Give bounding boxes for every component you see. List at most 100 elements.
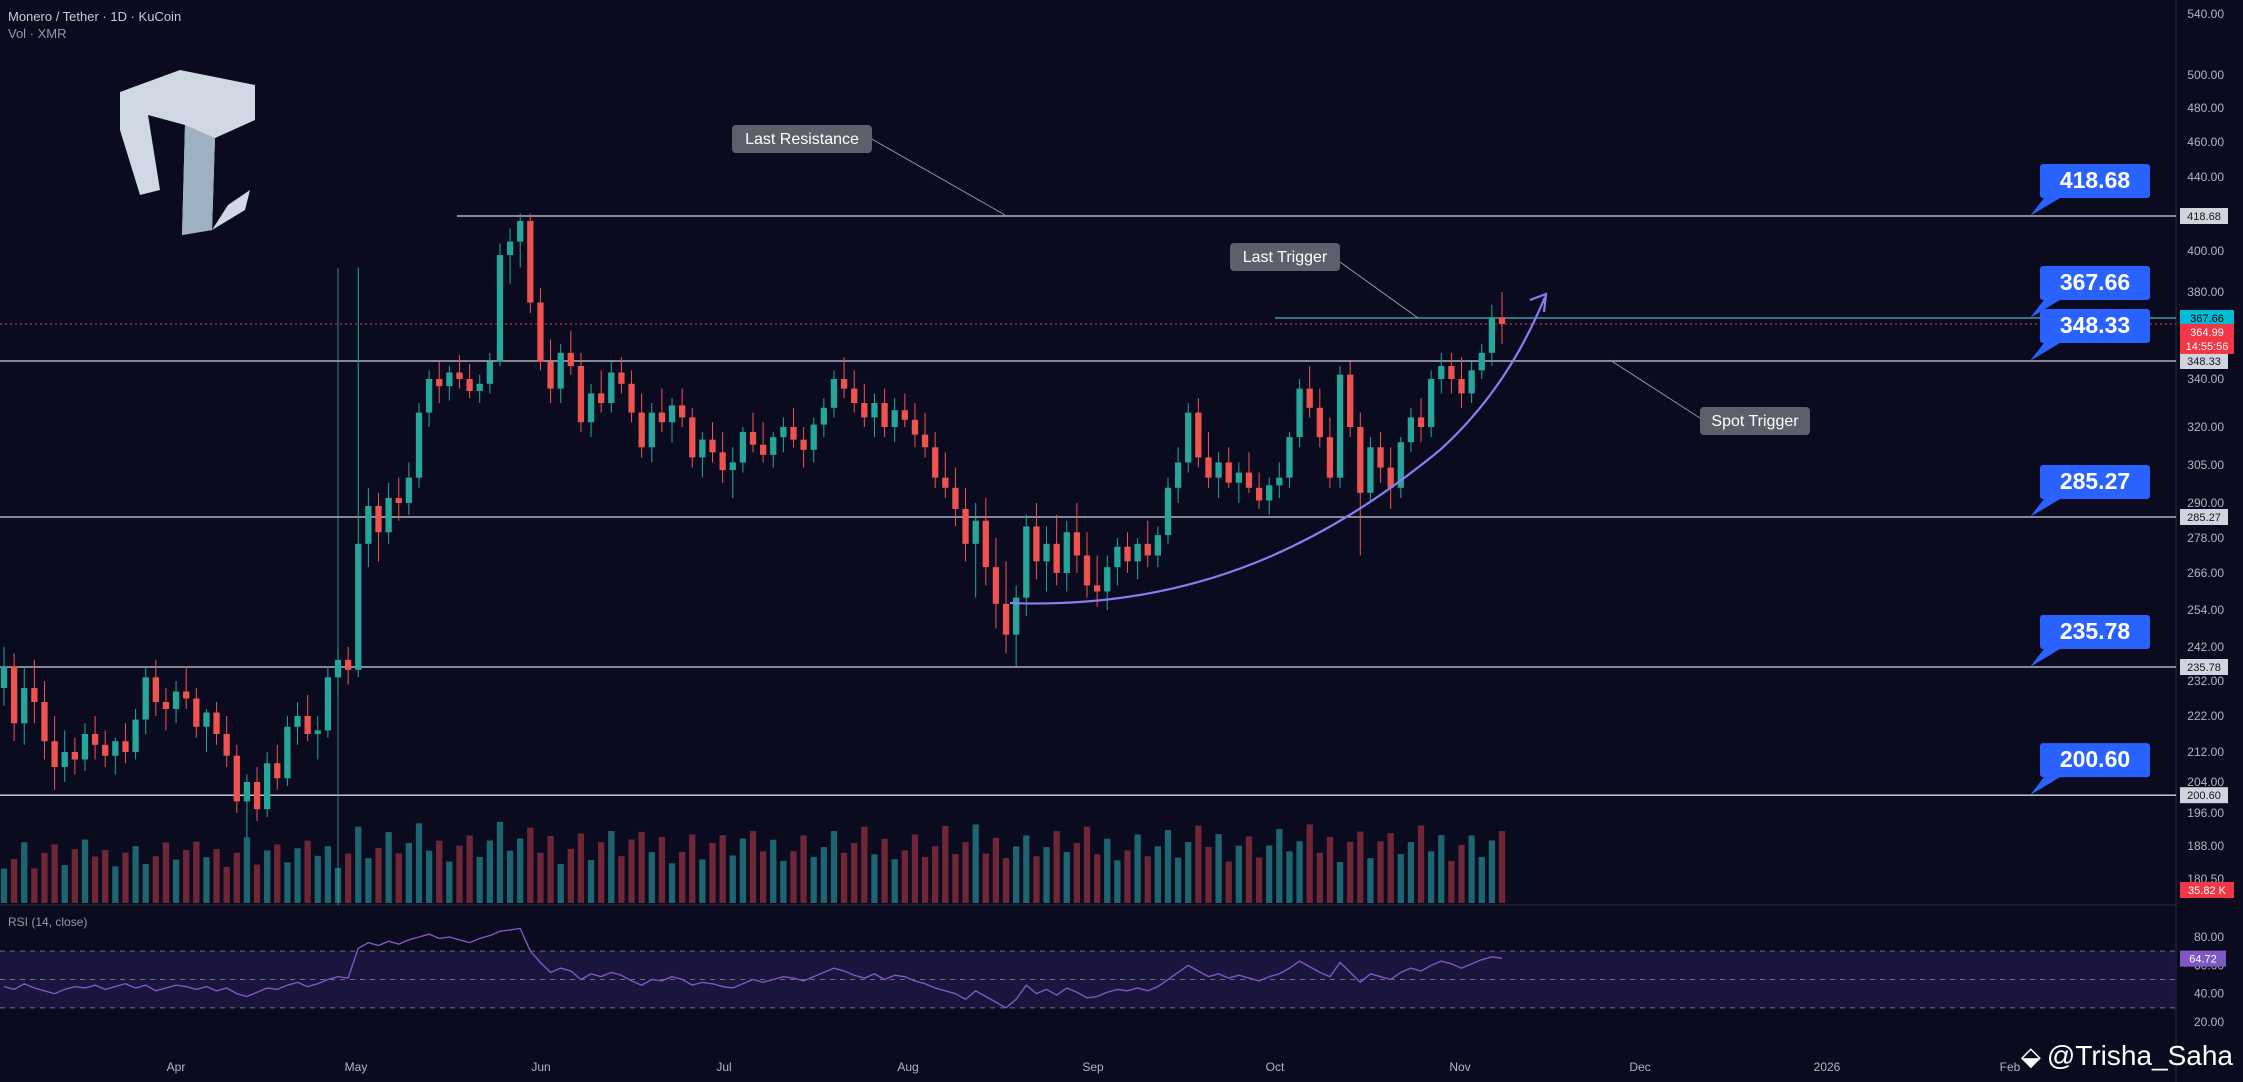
candle-body[interactable] <box>1033 526 1040 562</box>
candle-body[interactable] <box>264 763 271 810</box>
annotation-last-resistance[interactable]: Last Resistance <box>732 125 872 153</box>
candle-body[interactable] <box>436 379 443 387</box>
candle-body[interactable] <box>233 755 240 802</box>
candle-body[interactable] <box>1174 462 1182 488</box>
candle-body[interactable] <box>81 734 89 760</box>
candle-body[interactable] <box>800 439 807 450</box>
candle-body[interactable] <box>365 505 372 544</box>
horizontal-levels[interactable] <box>0 215 2176 905</box>
candle-body[interactable] <box>1073 532 1081 556</box>
candle-body[interactable] <box>1255 487 1263 501</box>
candle-body[interactable] <box>1488 317 1496 353</box>
candle-body[interactable] <box>729 462 736 471</box>
candle-body[interactable] <box>1438 366 1445 379</box>
candle-body[interactable] <box>952 487 959 509</box>
candle-body[interactable] <box>1326 437 1334 478</box>
candle-body[interactable] <box>1104 567 1111 592</box>
candle-body[interactable] <box>10 666 18 724</box>
candle-body[interactable] <box>344 659 352 670</box>
candle-body[interactable] <box>1266 485 1273 501</box>
candle-body[interactable] <box>1468 370 1475 394</box>
candle-body[interactable] <box>112 741 119 756</box>
candle-body[interactable] <box>132 719 139 752</box>
candle-body[interactable] <box>628 383 635 413</box>
candle-body[interactable] <box>861 403 868 418</box>
candle-body[interactable] <box>324 677 332 731</box>
candle-body[interactable] <box>425 379 433 413</box>
candle-body[interactable] <box>992 567 1000 604</box>
candle-body[interactable] <box>1093 585 1101 592</box>
candle-body[interactable] <box>466 379 473 391</box>
candle-body[interactable] <box>243 782 251 802</box>
candle-body[interactable] <box>1478 352 1485 371</box>
candle-body[interactable] <box>962 508 969 544</box>
candle-body[interactable] <box>982 520 989 568</box>
candle-body[interactable] <box>1043 543 1050 562</box>
candle-body[interactable] <box>415 412 423 478</box>
candle-body[interactable] <box>476 383 483 391</box>
candle-body[interactable] <box>294 716 301 727</box>
candle-body[interactable] <box>334 659 342 678</box>
candle-body[interactable] <box>932 447 939 478</box>
candle-body[interactable] <box>51 741 58 767</box>
rounding-arc[interactable] <box>1009 292 1548 605</box>
candle-body[interactable] <box>0 666 8 688</box>
candle-body[interactable] <box>91 734 99 745</box>
candle-body[interactable] <box>355 543 362 670</box>
candle-body[interactable] <box>790 427 797 440</box>
candle-body[interactable] <box>709 439 716 453</box>
candle-body[interactable] <box>1286 437 1293 478</box>
annotation-last-trigger[interactable]: Last Trigger <box>1230 243 1340 271</box>
candle-body[interactable] <box>830 379 838 408</box>
level-callouts[interactable]: 418.68 367.66 348.33 285.27 235.78 200.60 <box>2030 164 2150 796</box>
candle-body[interactable] <box>1407 417 1415 443</box>
candle-body[interactable] <box>304 716 311 734</box>
candle-body[interactable] <box>1428 379 1435 427</box>
candle-body[interactable] <box>608 372 615 403</box>
candle-body[interactable] <box>1053 543 1060 573</box>
candle-body[interactable] <box>172 691 180 710</box>
candle-body[interactable] <box>152 677 159 702</box>
candle-body[interactable] <box>223 734 230 756</box>
candle-body[interactable] <box>587 393 595 423</box>
candle-body[interactable] <box>911 419 919 435</box>
level-callout-200.60[interactable]: 200.60 <box>2030 743 2150 796</box>
candle-body[interactable] <box>314 730 321 734</box>
candle-body[interactable] <box>203 712 210 727</box>
candle-body[interactable] <box>921 434 929 448</box>
candle-body[interactable] <box>851 388 858 403</box>
candle-body[interactable] <box>1144 543 1151 556</box>
candle-body[interactable] <box>1458 379 1465 394</box>
rsi-line[interactable] <box>3 927 1503 1009</box>
candle-body[interactable] <box>385 497 392 533</box>
candle-body[interactable] <box>395 497 402 503</box>
candle-body[interactable] <box>1002 603 1010 635</box>
candle-body[interactable] <box>1164 487 1172 536</box>
candle-body[interactable] <box>284 726 291 779</box>
candle-body[interactable] <box>61 752 68 767</box>
candle-body[interactable] <box>31 688 38 702</box>
candle-body[interactable] <box>1397 442 1404 488</box>
symbol-title[interactable]: Monero / Tether · 1D · KuCoin <box>8 9 182 24</box>
candle-body[interactable] <box>739 432 747 463</box>
candle-body[interactable] <box>1336 374 1344 478</box>
candle-body[interactable] <box>658 412 666 423</box>
candle-body[interactable] <box>274 763 281 779</box>
candle-body[interactable] <box>1498 317 1506 324</box>
time-axis[interactable]: Apr May Jun Jul Aug Sep Oct Nov Dec 2026 Feb <box>167 1060 2021 1074</box>
candle-body[interactable] <box>1316 407 1323 438</box>
candle-body[interactable] <box>972 520 979 544</box>
candle-body[interactable] <box>840 379 848 389</box>
candle-body[interactable] <box>456 372 463 379</box>
candle-body[interactable] <box>527 221 534 303</box>
candle-body[interactable] <box>780 427 787 438</box>
candle-body[interactable] <box>506 241 514 256</box>
candle-body[interactable] <box>1235 472 1242 483</box>
candle-body[interactable] <box>1357 427 1364 493</box>
annotation-spot-trigger[interactable]: Spot Trigger <box>1700 407 1810 435</box>
candle-body[interactable] <box>1124 546 1131 562</box>
candle-body[interactable] <box>598 393 605 403</box>
rounding-arc-path[interactable] <box>1009 296 1547 605</box>
candle-body[interactable] <box>719 452 726 471</box>
